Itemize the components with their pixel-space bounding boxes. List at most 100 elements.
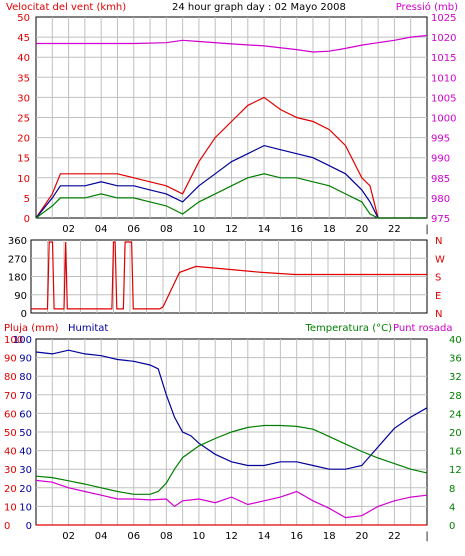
humidity-x-tick-label: 02 [62,531,75,542]
wind-y-tick-label: 40 [17,53,30,64]
wind-x-tick-label: 18 [323,224,336,235]
dewpoint-axis-label: Punt rosada [393,323,452,334]
humidity-x-tick-label: 12 [225,531,238,542]
pressure-y-tick-label: 1005 [431,93,456,104]
humidity-y-tick-label: 0 [26,521,32,532]
rain-y-tick-label: 50 [4,428,17,439]
series-line-velocitat-mitjana [35,144,427,219]
wind-y-tick-label: 0 [24,214,30,225]
wind-y-tick-label: 50 [17,13,30,24]
pressure-y-tick-label: 1025 [431,13,456,24]
series-line-wind-direction [31,241,427,310]
pressure-y-tick-label: 1000 [431,114,456,125]
humidity-x-tick-label: 08 [160,531,173,542]
humidity-y-tick-label: 100 [13,335,32,346]
wind-x-tick-label: 04 [95,224,108,235]
temperature-y-tick-label: 12 [449,465,462,476]
humidity-x-tick-label: 14 [258,531,271,542]
temperature-y-tick-label: 0 [449,521,455,532]
compass-tick-label: E [435,291,441,302]
wind-x-tick-label: 22 [388,224,401,235]
rain-axis-label: Pluja (mm) [4,323,59,334]
pressure-y-tick-label: 995 [431,134,450,145]
direction-y-tick-label: 360 [8,236,27,247]
wind-y-tick-label: 5 [24,194,30,205]
temperature-y-tick-label: 16 [449,447,462,458]
wind-y-tick-label: 10 [17,174,30,185]
wind-y-tick-label: 15 [17,154,30,165]
humidity-y-tick-label: 50 [19,428,32,439]
rain-y-tick-label: 0 [4,521,10,532]
pressure-y-tick-label: 1010 [431,73,456,84]
humidity-y-tick-label: 30 [19,465,32,476]
pressure-y-tick-label: 990 [431,154,450,165]
temperature-y-tick-label: 32 [449,372,462,383]
wind-x-tick-label: 08 [160,224,173,235]
wind-x-tick-label: 16 [290,224,303,235]
humidity-x-tick-label: 20 [355,531,368,542]
compass-tick-label: N [435,236,442,247]
humidity-y-tick-label: 70 [19,391,32,402]
temperature-y-tick-label: 28 [449,391,462,402]
wind-x-tick-label: 14 [258,224,271,235]
wind-x-tick-label: 02 [62,224,75,235]
rain-y-tick-label: 90 [4,354,17,365]
wind-y-tick-label: 45 [17,33,30,44]
temperature-y-tick-label: 24 [449,409,462,420]
humidity-y-tick-label: 10 [19,502,32,513]
humidity-x-tick-label: 22 [388,531,401,542]
series-line-velocitat-m-nima [35,173,427,219]
pressure-y-tick-label: 1020 [431,33,456,44]
wind-x-tick-label: 12 [225,224,238,235]
rain-y-tick-label: 10 [4,502,17,513]
series-line-pressi-mb- [36,34,428,53]
compass-tick-label: N [435,309,442,320]
series-line-temperatura-c- [35,424,428,495]
wind-pressure-panel: 0510152025303540455097598098599099510001… [17,13,456,235]
series-line-humitat [35,349,428,470]
wind-axis-label: Velocitat del vent (kmh) [6,2,126,13]
wind-x-tick-label: 06 [127,224,140,235]
rain-y-tick-label: 20 [4,484,17,495]
temperature-y-tick-label: 40 [449,335,462,346]
chart-title: 24 hour graph day : 02 Mayo 2008 [172,2,346,13]
humidity-y-tick-label: 60 [19,409,32,420]
direction-y-tick-label: 90 [14,291,27,302]
humidity-y-tick-label: 80 [19,372,32,383]
pressure-axis-label: Pressió (mb) [396,1,458,13]
rain-y-tick-label: 30 [4,465,17,476]
temperature-y-tick-label: 36 [449,354,462,365]
temperature-y-tick-label: 4 [449,502,455,513]
humidity-y-tick-label: 40 [19,447,32,458]
wind-y-tick-label: 25 [17,114,30,125]
rain-y-tick-label: 40 [4,447,17,458]
wind-y-tick-label: 30 [17,93,30,104]
compass-tick-label: S [435,273,441,284]
wind-y-tick-label: 20 [17,134,30,145]
humidity-x-tick-label: 06 [127,531,140,542]
pressure-y-tick-label: 980 [431,194,450,205]
rain-y-tick-label: 60 [4,409,17,420]
pressure-y-tick-label: 985 [431,174,450,185]
wind-x-tick-label: 20 [355,224,368,235]
pressure-y-tick-label: 1015 [431,53,456,64]
rain-y-tick-label: 70 [4,391,17,402]
rain-y-tick-label: 100 [4,335,23,346]
pressure-y-tick-label: 975 [431,214,450,225]
temperature-y-tick-label: 8 [449,484,455,495]
compass-tick-label: W [435,254,445,265]
humidity-x-tick-label: 04 [95,531,108,542]
wind-x-tick-label: | [425,224,428,235]
wind-x-tick-label: 10 [193,224,206,235]
direction-y-tick-label: 180 [8,273,27,284]
series-line-punt-rosada [35,479,428,519]
rain-y-tick-label: 80 [4,372,17,383]
direction-y-tick-label: 270 [8,254,27,265]
humidity-axis-label: Humitat [68,323,108,334]
direction-y-tick-label: 0 [21,309,27,320]
humidity-y-tick-label: 90 [19,354,32,365]
